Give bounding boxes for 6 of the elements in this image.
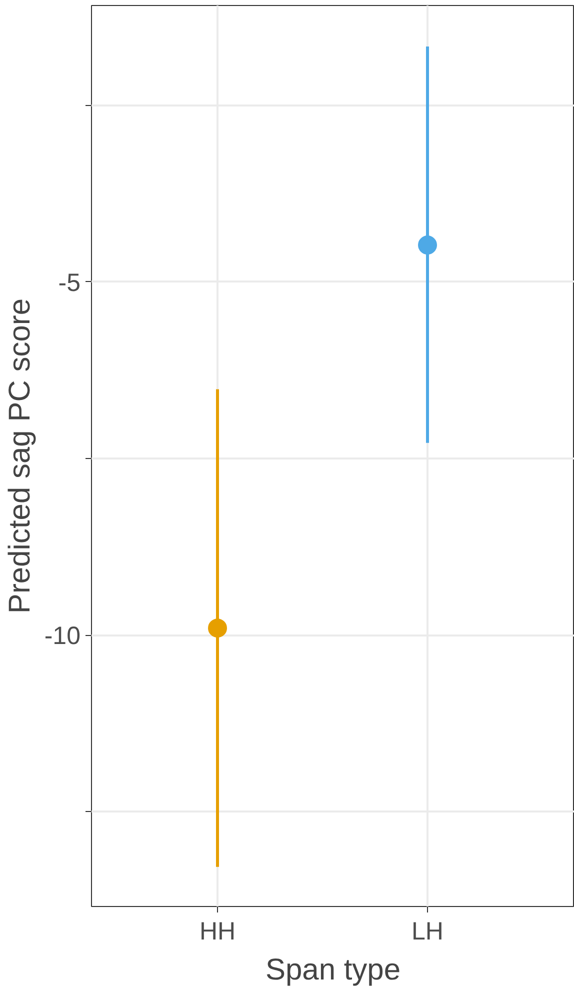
y-tick-label: -5	[58, 268, 81, 297]
x-tick-label: HH	[199, 918, 236, 946]
x-tick-label: LH	[412, 918, 444, 946]
y-axis-title: Predicted sag PC score	[3, 298, 36, 614]
x-axis-title: Span type	[265, 954, 401, 986]
y-tick-label: -10	[44, 622, 81, 650]
